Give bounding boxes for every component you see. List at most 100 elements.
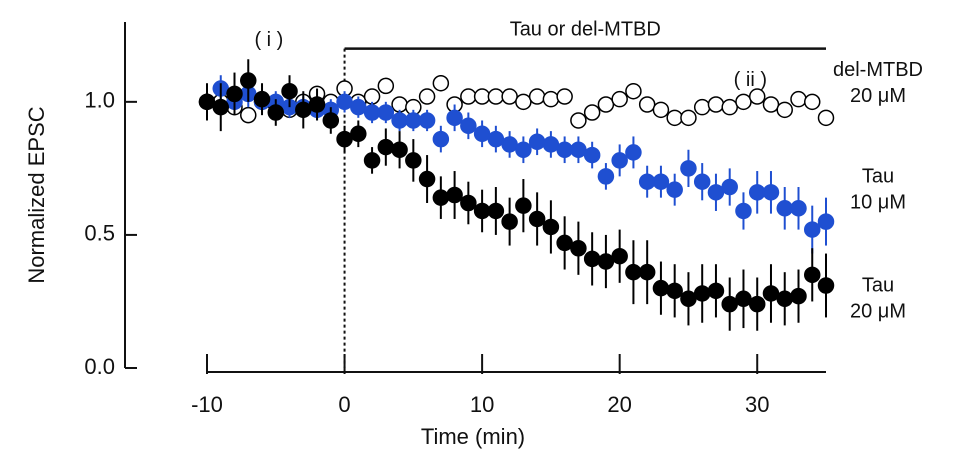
data-point — [790, 200, 807, 217]
data-point — [363, 152, 381, 169]
data-point — [542, 136, 560, 153]
annotation: ( ii ) — [734, 69, 767, 91]
series-dose: 20 μM — [850, 300, 906, 322]
data-point — [487, 88, 505, 105]
x-tick-label: 20 — [607, 392, 631, 417]
data-point — [748, 88, 766, 105]
x-tick-label: 30 — [745, 392, 769, 417]
data-point — [611, 152, 628, 169]
data-point — [501, 88, 518, 105]
data-point — [308, 96, 326, 113]
data-point — [680, 290, 697, 308]
data-point — [528, 88, 546, 105]
data-point — [487, 202, 505, 220]
data-point — [776, 200, 793, 217]
data-point — [405, 152, 422, 169]
data-point — [350, 125, 367, 143]
data-point — [460, 88, 477, 105]
data-point — [721, 98, 738, 116]
data-point — [336, 93, 353, 111]
data-point — [790, 90, 807, 108]
series-dose: 20 μM — [850, 85, 906, 107]
data-point — [336, 130, 353, 148]
data-point — [693, 98, 711, 116]
data-point — [803, 221, 821, 238]
y-tick-label: 0.0 — [84, 354, 115, 379]
data-point — [803, 93, 821, 111]
data-point — [611, 90, 628, 108]
data-point — [515, 93, 532, 111]
data-point — [501, 136, 518, 153]
data-point — [666, 181, 683, 198]
data-point — [295, 101, 312, 119]
data-point — [432, 74, 450, 92]
data-point — [570, 239, 587, 257]
data-point — [721, 178, 738, 196]
data-point — [253, 90, 271, 108]
data-point — [556, 234, 573, 252]
annotation: Tau or del-MTBD — [510, 18, 661, 40]
series-label: Tau — [862, 274, 894, 296]
data-point — [597, 96, 615, 113]
data-point — [652, 173, 670, 190]
data-point — [583, 250, 601, 268]
data-point — [666, 109, 683, 127]
y-tick-label: 0.5 — [84, 221, 115, 246]
data-point — [776, 290, 793, 308]
series-label: del-MTBD — [833, 59, 923, 81]
data-point — [762, 96, 780, 113]
data-point — [460, 117, 477, 135]
data-point — [212, 98, 230, 116]
data-point — [817, 277, 835, 294]
x-tick-label: -10 — [191, 392, 223, 417]
data-point — [597, 253, 615, 270]
data-point — [542, 218, 560, 236]
x-tick-label: 0 — [338, 392, 350, 417]
data-point — [432, 130, 450, 148]
data-point — [721, 295, 738, 313]
data-point — [762, 184, 780, 201]
data-point — [501, 213, 518, 230]
data-point — [680, 109, 697, 127]
data-point — [281, 82, 298, 100]
data-point — [542, 90, 560, 108]
data-point — [570, 141, 587, 159]
data-point — [625, 82, 642, 100]
data-point — [583, 146, 601, 164]
y-axis-label: Normalized EPSC — [24, 106, 49, 283]
data-point — [583, 104, 601, 121]
data-point — [377, 77, 395, 95]
data-point — [460, 194, 477, 212]
data-point — [432, 189, 450, 206]
data-point — [652, 279, 670, 297]
data-point — [666, 282, 683, 300]
data-point — [377, 104, 395, 121]
data-point — [391, 141, 408, 159]
data-point — [240, 72, 257, 89]
data-point — [707, 184, 725, 201]
data-point — [418, 112, 436, 129]
data-point — [391, 112, 408, 129]
data-point — [652, 101, 670, 119]
data-point — [473, 125, 491, 143]
data-point — [350, 98, 367, 116]
data-point — [473, 88, 491, 105]
data-point — [638, 173, 656, 190]
data-point — [377, 138, 395, 156]
data-point — [418, 88, 436, 105]
y-tick-label: 1.0 — [84, 88, 115, 113]
data-point — [267, 104, 285, 121]
data-point — [638, 96, 656, 113]
data-point — [363, 88, 381, 105]
data-point — [625, 144, 642, 161]
data-point — [240, 106, 257, 124]
data-point — [322, 112, 340, 129]
data-point — [790, 287, 807, 305]
data-point — [405, 112, 422, 129]
data-point — [735, 290, 752, 308]
data-point — [707, 282, 725, 300]
data-point — [528, 210, 546, 228]
data-point — [803, 266, 821, 284]
data-point — [556, 88, 573, 105]
x-axis-label: Time (min) — [421, 424, 525, 449]
